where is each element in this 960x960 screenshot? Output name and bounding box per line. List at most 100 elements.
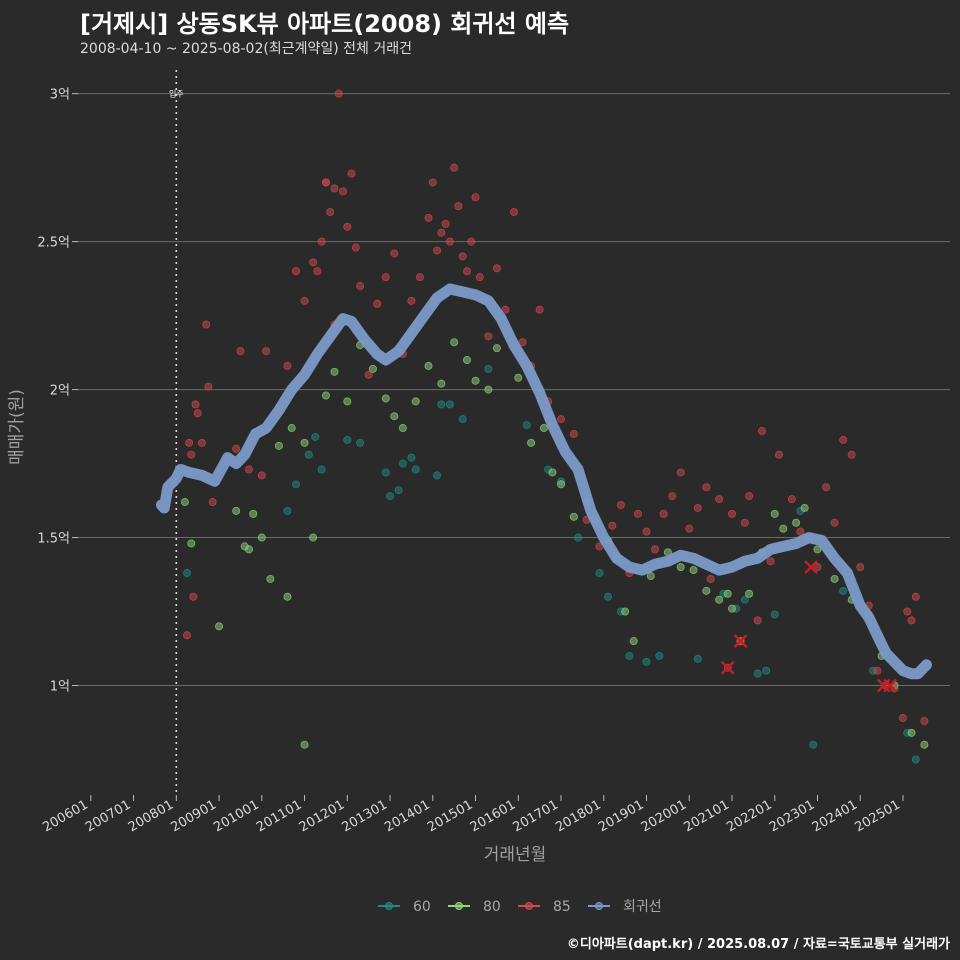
point-85 <box>518 338 527 347</box>
point-80 <box>368 364 377 373</box>
point-60 <box>625 651 634 660</box>
point-85 <box>753 616 762 625</box>
point-85 <box>920 717 929 726</box>
x-tick-label: 201401 <box>382 797 432 835</box>
point-85 <box>745 492 754 501</box>
point-60 <box>445 400 454 409</box>
point-85 <box>484 332 493 341</box>
highlight-cross <box>733 634 748 649</box>
point-85 <box>441 219 450 228</box>
x-tick-label: 202201 <box>724 797 774 835</box>
point-85 <box>356 282 365 291</box>
point-80 <box>257 533 266 542</box>
point-80 <box>770 509 779 518</box>
point-80 <box>779 524 788 533</box>
point-85 <box>208 498 217 507</box>
point-80 <box>274 441 283 450</box>
regression-line <box>155 283 932 680</box>
point-85 <box>569 429 578 438</box>
point-80 <box>689 566 698 575</box>
point-85 <box>471 193 480 202</box>
legend: 60 80 85 회귀선 <box>378 899 662 915</box>
point-85 <box>191 400 200 409</box>
point-80 <box>287 424 296 433</box>
point-85 <box>501 305 510 314</box>
point-80 <box>390 412 399 421</box>
point-85 <box>462 267 471 276</box>
point-85 <box>343 222 352 231</box>
point-60 <box>762 666 771 675</box>
point-80 <box>830 574 839 583</box>
point-85 <box>450 163 459 172</box>
point-85 <box>204 382 213 391</box>
point-85 <box>445 237 454 246</box>
legend-swatch-dot <box>525 902 533 910</box>
point-80 <box>437 379 446 388</box>
point-80 <box>745 589 754 598</box>
point-85 <box>189 592 198 601</box>
point-85 <box>467 237 476 246</box>
point-60 <box>458 415 467 424</box>
legend-swatch-dot <box>385 902 393 910</box>
point-80 <box>249 509 258 518</box>
point-60 <box>574 533 583 542</box>
point-80 <box>283 592 292 601</box>
point-80 <box>321 391 330 400</box>
point-60 <box>604 592 613 601</box>
point-80 <box>309 533 318 542</box>
point-85 <box>364 370 373 379</box>
y-axis: 1억 1.5억 2억 2.5억 3억 <box>37 88 78 695</box>
point-85 <box>766 557 775 566</box>
point-60 <box>317 465 326 474</box>
x-axis: 2006012007012008012009012010012011012012… <box>40 795 904 835</box>
y-tick-label: 2억 <box>50 384 70 399</box>
point-85 <box>424 213 433 222</box>
point-85 <box>907 616 916 625</box>
point-85 <box>676 468 685 477</box>
point-60 <box>394 486 403 495</box>
point-85 <box>339 187 348 196</box>
highlight-cross <box>804 560 818 575</box>
point-85 <box>616 500 625 509</box>
point-60 <box>693 654 702 663</box>
point-80 <box>381 394 390 403</box>
point-85 <box>193 409 202 418</box>
point-85 <box>232 444 241 453</box>
point-80 <box>800 503 809 512</box>
point-85 <box>728 509 737 518</box>
x-tick-label: 200601 <box>40 797 90 835</box>
point-60 <box>304 450 313 459</box>
point-85 <box>257 471 266 480</box>
x-tick-label: 201901 <box>596 797 646 835</box>
point-85 <box>458 252 467 261</box>
point-85 <box>903 607 912 616</box>
point-80 <box>398 424 407 433</box>
point-80 <box>343 397 352 406</box>
x-tick-label: 201001 <box>211 797 261 835</box>
point-85 <box>334 89 343 98</box>
point-85 <box>330 184 339 193</box>
x-tick-label: 202401 <box>810 797 860 835</box>
point-80 <box>629 637 638 646</box>
point-85 <box>185 438 194 447</box>
point-85 <box>373 299 382 308</box>
legend-label: 회귀선 <box>623 899 662 915</box>
point-60 <box>386 492 395 501</box>
x-tick-label: 202301 <box>767 797 817 835</box>
point-85 <box>202 320 211 329</box>
point-80 <box>539 424 548 433</box>
x-tick-label: 201801 <box>553 797 603 835</box>
point-85 <box>321 178 330 187</box>
highlight-cross <box>883 678 898 693</box>
point-80 <box>728 604 737 613</box>
chart-subtitle: 2008-04-10 ~ 2025-08-02(최근계약일) 전체 거래건 <box>80 41 412 57</box>
point-85 <box>454 202 463 211</box>
point-80 <box>424 361 433 370</box>
point-60 <box>753 669 762 678</box>
point-85 <box>715 495 724 504</box>
point-85 <box>326 208 335 217</box>
point-85 <box>651 545 660 554</box>
point-85 <box>659 509 668 518</box>
point-85 <box>813 563 822 572</box>
point-80 <box>492 344 501 353</box>
